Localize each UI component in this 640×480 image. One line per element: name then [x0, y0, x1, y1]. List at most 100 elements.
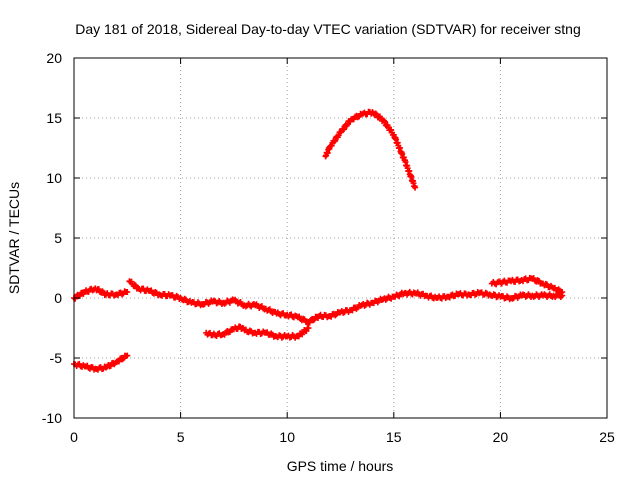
y-tick-label: -10 [42, 410, 62, 426]
data-point [166, 292, 173, 299]
x-tick-label: 0 [70, 429, 78, 445]
data-point [252, 329, 259, 336]
data-point [465, 291, 472, 298]
data-point [486, 291, 493, 298]
data-point [529, 275, 536, 282]
data-point [401, 157, 408, 163]
data-point [337, 309, 344, 316]
data-point [497, 293, 504, 300]
data-point [390, 131, 397, 138]
data-point [156, 291, 163, 298]
data-point [294, 333, 301, 340]
data-point [273, 310, 280, 317]
data-point [145, 287, 152, 294]
data-point [326, 143, 333, 150]
x-tick-label: 10 [279, 429, 295, 445]
y-axis-title: SDTVAR / TECUs [6, 182, 22, 294]
data-point [380, 296, 387, 303]
data-point [134, 285, 141, 292]
data-point [508, 278, 515, 285]
data-point-interp [332, 137, 339, 144]
data-point [380, 117, 387, 124]
data-point [294, 314, 301, 321]
data-point [81, 289, 88, 295]
data-point-interp [388, 126, 395, 133]
x-tick-labels: 0 5 10 15 20 25 [70, 429, 615, 445]
data-point [102, 291, 109, 298]
data-point [326, 313, 333, 319]
data-point [92, 285, 99, 292]
data-point [262, 305, 269, 312]
data-point [209, 332, 216, 339]
data-point [241, 302, 248, 309]
x-tick-label: 5 [177, 429, 185, 445]
data-point [540, 292, 547, 299]
data-point [81, 363, 88, 370]
plot-frame [73, 57, 608, 419]
data-point [188, 299, 195, 306]
data-points [71, 108, 566, 373]
data-point [550, 285, 557, 292]
data-point [508, 295, 515, 301]
data-point [488, 280, 495, 287]
y-tick-label: -5 [50, 350, 63, 366]
data-point [348, 307, 355, 313]
grid [74, 58, 607, 418]
x-tick-label: 25 [599, 429, 615, 445]
data-point [316, 313, 323, 319]
x-tick-label: 20 [493, 429, 509, 445]
data-point [412, 290, 419, 297]
data-point [203, 329, 210, 336]
data-point [422, 292, 429, 299]
data-point [390, 293, 397, 300]
data-point-interp [372, 110, 379, 117]
series-6 [323, 108, 418, 190]
data-point [348, 116, 355, 123]
data-point [124, 352, 131, 359]
data-point [198, 301, 205, 307]
data-point [433, 295, 440, 301]
data-point [518, 277, 525, 283]
data-point [273, 333, 280, 340]
data-point [252, 302, 259, 309]
data-point [209, 298, 216, 305]
data-point [337, 129, 344, 136]
data-point [230, 297, 237, 304]
data-point [305, 325, 312, 331]
x-axis-title: GPS time / hours [287, 458, 394, 474]
data-point [126, 278, 133, 285]
data-point [358, 302, 365, 309]
data-point [550, 292, 557, 299]
data-point [444, 293, 451, 300]
data-point [220, 331, 227, 337]
data-point [476, 290, 483, 297]
data-point [177, 295, 184, 301]
data-point [284, 311, 291, 318]
y-tick-label: 5 [54, 230, 62, 246]
y-tick-label: 20 [46, 50, 62, 66]
data-point [237, 323, 244, 330]
data-point [284, 333, 291, 340]
data-point [412, 184, 419, 191]
data-point [262, 329, 269, 336]
data-point-interp [331, 138, 338, 145]
data-point [220, 299, 227, 306]
data-point [113, 358, 120, 365]
y-tick-label: 15 [46, 110, 62, 126]
data-point [230, 326, 237, 333]
data-point [124, 289, 131, 295]
data-point [113, 291, 120, 298]
data-point-interp [373, 111, 380, 118]
data-point [92, 365, 99, 372]
data-point [454, 291, 461, 298]
chart-title: Day 181 of 2018, Sidereal Day-to-day VTE… [75, 21, 581, 37]
axis-ticks [73, 57, 608, 419]
data-point [518, 292, 525, 299]
data-point [102, 364, 109, 371]
series-1 [72, 285, 129, 302]
y-tick-label: 10 [46, 170, 62, 186]
data-point [369, 109, 376, 115]
data-point [369, 299, 376, 306]
data-point [358, 111, 365, 118]
